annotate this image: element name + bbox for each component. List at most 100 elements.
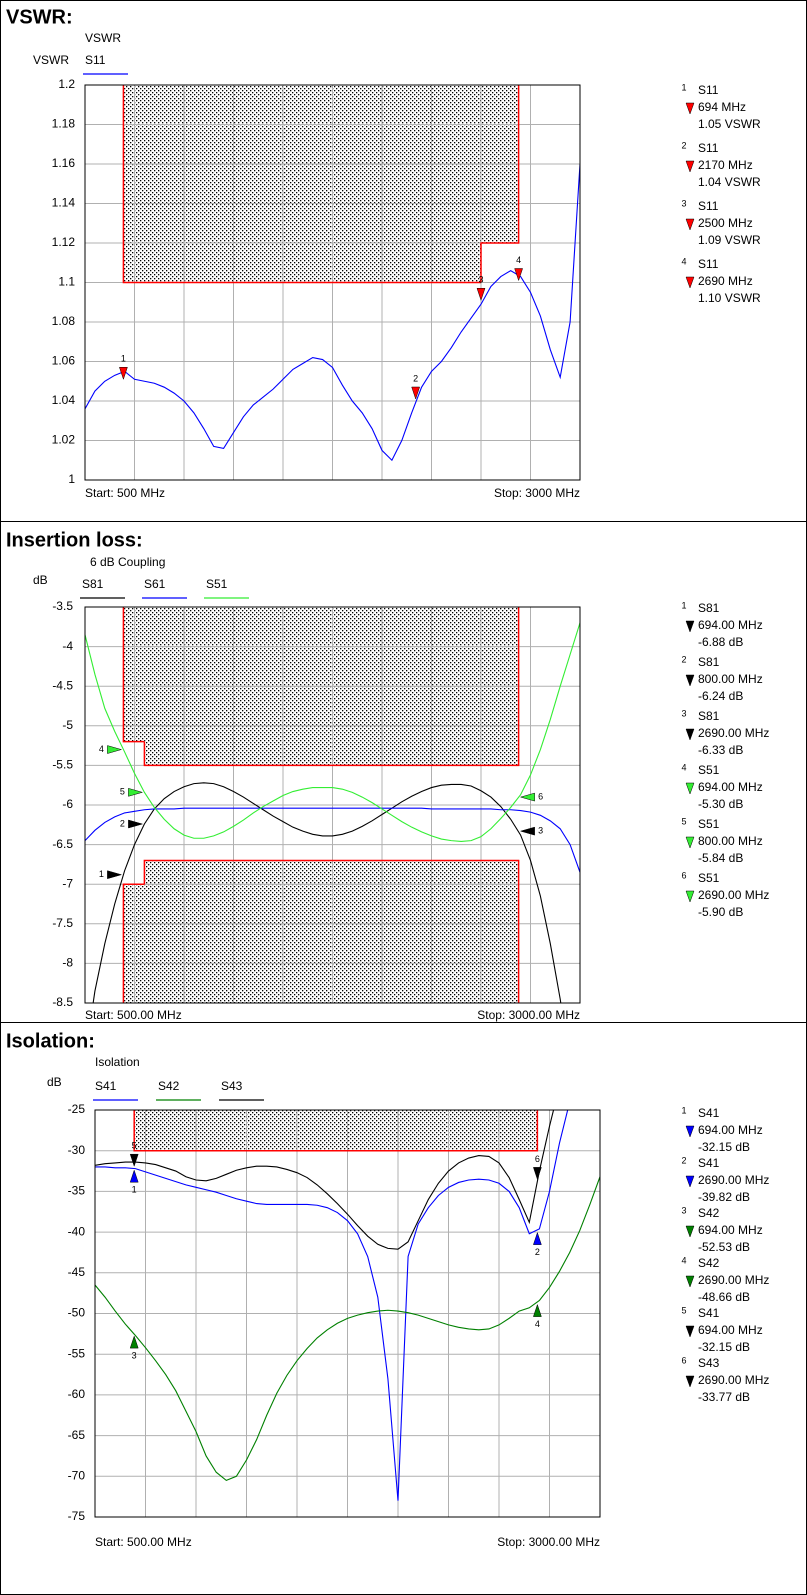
marker-legend-value: -52.53 dB xyxy=(698,1240,750,1254)
marker-legend-pointer xyxy=(685,1175,695,1188)
marker-legend-number: 1 xyxy=(681,1105,686,1115)
limit-mask xyxy=(123,607,145,742)
marker-legend-value: -5.84 dB xyxy=(698,851,743,865)
marker-legend-value: 1.04 VSWR xyxy=(698,175,761,189)
marker-legend-frequency: 2690.00 MHz xyxy=(698,1273,769,1287)
marker-legend-pointer xyxy=(685,782,695,795)
y-tick-label: 1.08 xyxy=(52,314,76,328)
marker-legend-frequency: 2690.00 MHz xyxy=(698,726,769,740)
y-tick-label: -70 xyxy=(68,1468,86,1482)
marker-legend-pointer xyxy=(685,276,695,289)
legend-label: S41 xyxy=(95,1079,117,1093)
marker-legend-number: 4 xyxy=(681,1255,686,1265)
limit-line xyxy=(133,1110,539,1152)
marker-legend-trace: S51 xyxy=(698,763,720,777)
marker-legend-number: 6 xyxy=(681,1355,686,1365)
marker-legend-number: 2 xyxy=(681,1155,686,1165)
marker-legend-trace: S81 xyxy=(698,601,720,615)
marker-pointer xyxy=(119,367,128,381)
limit-mask xyxy=(134,1110,538,1151)
marker-legend-pointer xyxy=(685,1225,695,1238)
marker-legend-trace: S51 xyxy=(698,871,720,885)
marker-legend-trace: S41 xyxy=(698,1106,720,1120)
marker-legend-value: -48.66 dB xyxy=(698,1290,750,1304)
marker-legend-value: -32.15 dB xyxy=(698,1340,750,1354)
marker-legend-value: 1.05 VSWR xyxy=(698,117,761,131)
legend-label: S11 xyxy=(85,53,106,67)
marker-legend-value: 1.10 VSWR xyxy=(698,291,761,305)
chart-subtitle: VSWR xyxy=(85,31,121,45)
y-tick-label: -8 xyxy=(62,956,73,970)
limit-line xyxy=(122,883,145,1003)
marker-legend-trace: S11 xyxy=(698,83,719,97)
marker-number: 2 xyxy=(120,818,125,828)
legend-label: S43 xyxy=(221,1079,243,1093)
marker-legend-frequency: 2690.00 MHz xyxy=(698,1173,769,1187)
marker-legend-number: 3 xyxy=(681,708,686,718)
marker-legend-frequency: 2170 MHz xyxy=(698,158,753,172)
y-tick-label: -30 xyxy=(68,1143,86,1157)
marker-legend-pointer xyxy=(685,1375,695,1388)
marker-legend-value: -6.33 dB xyxy=(698,743,743,757)
limit-line xyxy=(143,859,520,1003)
marker-legend-value: -6.24 dB xyxy=(698,689,743,703)
marker-number: 4 xyxy=(516,255,521,265)
marker-legend-value: -6.88 dB xyxy=(698,635,743,649)
marker-legend-trace: S41 xyxy=(698,1156,720,1170)
marker-legend-number: 4 xyxy=(681,256,686,266)
marker-pointer xyxy=(107,745,123,754)
y-tick-label: -65 xyxy=(68,1428,86,1442)
marker-legend-pointer xyxy=(685,1125,695,1138)
marker-legend-number: 3 xyxy=(681,1205,686,1215)
marker-legend-pointer xyxy=(685,836,695,849)
legend-label: S42 xyxy=(158,1079,180,1093)
y-tick-label: -6.5 xyxy=(52,837,73,851)
marker-pointer xyxy=(107,870,123,880)
marker-legend-frequency: 800.00 MHz xyxy=(698,672,763,686)
marker-legend-frequency: 694.00 MHz xyxy=(698,1123,763,1137)
series-line xyxy=(92,782,562,1003)
limit-line xyxy=(122,85,481,284)
y-tick-label: -4.5 xyxy=(52,678,73,692)
plot-border xyxy=(84,84,581,481)
y-tick-label: -3.5 xyxy=(52,599,73,613)
marker-legend-value: 1.09 VSWR xyxy=(698,233,761,247)
marker-legend-pointer xyxy=(685,620,695,633)
marker-pointer xyxy=(519,826,535,836)
marker-number: 5 xyxy=(120,787,125,797)
marker-pointer xyxy=(128,787,144,797)
stop-label: Stop: 3000.00 MHz xyxy=(477,1008,580,1022)
marker-legend-number: 4 xyxy=(681,762,686,772)
series-line xyxy=(95,1176,600,1482)
marker-legend-number: 1 xyxy=(681,600,686,610)
marker-legend-frequency: 694.00 MHz xyxy=(698,1223,763,1237)
marker-legend-trace: S81 xyxy=(698,655,720,669)
marker-number: 1 xyxy=(121,354,126,364)
marker-legend-frequency: 694 MHz xyxy=(698,100,746,114)
series-line xyxy=(85,807,580,873)
marker-legend-trace: S11 xyxy=(698,199,719,213)
y-tick-label: 1.12 xyxy=(52,235,76,249)
limit-line xyxy=(143,607,520,767)
y-tick-label: -25 xyxy=(68,1102,86,1116)
y-tick-label: -7 xyxy=(62,876,73,890)
y-tick-label: -7.5 xyxy=(52,916,73,930)
marker-legend-pointer xyxy=(685,160,695,173)
marker-pointer xyxy=(411,386,421,400)
y-tick-label: 1.02 xyxy=(52,433,76,447)
y-tick-label: -6 xyxy=(62,797,73,811)
marker-legend-frequency: 2690.00 MHz xyxy=(698,888,769,902)
marker-number: 3 xyxy=(538,826,543,836)
marker-legend-value: -5.90 dB xyxy=(698,905,743,919)
marker-legend-pointer xyxy=(685,890,695,903)
marker-legend-trace: S42 xyxy=(698,1206,720,1220)
marker-legend-pointer xyxy=(685,674,695,687)
series-line xyxy=(95,1110,555,1250)
marker-legend-pointer xyxy=(685,1325,695,1338)
stop-label: Stop: 3000.00 MHz xyxy=(497,1535,600,1549)
y-tick-label: 1.2 xyxy=(58,77,75,91)
y-tick-label: -45 xyxy=(68,1265,86,1279)
legend-label: S81 xyxy=(82,577,104,591)
marker-legend-frequency: 2690.00 MHz xyxy=(698,1373,769,1387)
legend-label: S51 xyxy=(206,577,228,591)
